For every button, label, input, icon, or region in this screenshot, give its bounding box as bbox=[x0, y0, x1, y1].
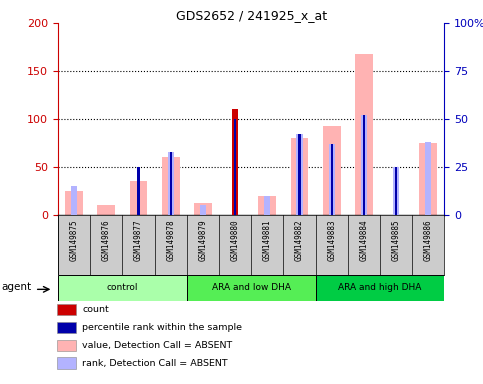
Text: GSM149885: GSM149885 bbox=[392, 220, 400, 262]
Bar bbox=[98, 205, 115, 215]
Bar bbox=[57, 339, 76, 351]
Text: ARA and high DHA: ARA and high DHA bbox=[338, 283, 422, 293]
Bar bbox=[297, 134, 302, 215]
Bar bbox=[162, 157, 180, 215]
Bar bbox=[170, 152, 172, 215]
Text: GSM149877: GSM149877 bbox=[134, 220, 143, 262]
Text: ARA and low DHA: ARA and low DHA bbox=[212, 283, 291, 293]
Bar bbox=[298, 134, 300, 215]
Bar bbox=[234, 119, 236, 215]
Bar bbox=[200, 205, 206, 215]
Text: GSM149884: GSM149884 bbox=[359, 220, 369, 262]
Bar bbox=[291, 138, 308, 215]
Bar bbox=[355, 54, 373, 215]
Text: GSM149883: GSM149883 bbox=[327, 220, 336, 262]
Text: GSM149878: GSM149878 bbox=[166, 220, 175, 262]
Text: value, Detection Call = ABSENT: value, Detection Call = ABSENT bbox=[82, 341, 232, 350]
Text: GSM149876: GSM149876 bbox=[102, 220, 111, 262]
Text: GSM149880: GSM149880 bbox=[230, 220, 240, 262]
Bar bbox=[328, 144, 335, 215]
Bar bbox=[395, 167, 397, 215]
Bar bbox=[65, 191, 83, 215]
Bar bbox=[330, 144, 333, 215]
Bar bbox=[57, 322, 76, 333]
Bar bbox=[361, 115, 367, 215]
Text: GSM149881: GSM149881 bbox=[263, 220, 272, 262]
Bar bbox=[393, 167, 399, 215]
Bar bbox=[57, 358, 76, 369]
Text: control: control bbox=[107, 283, 138, 293]
Bar bbox=[258, 196, 276, 215]
Text: GSM149886: GSM149886 bbox=[424, 220, 433, 262]
Text: count: count bbox=[82, 305, 109, 314]
Bar bbox=[58, 275, 187, 301]
Text: agent: agent bbox=[1, 281, 31, 292]
Bar bbox=[71, 186, 77, 215]
Text: GSM149879: GSM149879 bbox=[199, 220, 207, 262]
Bar bbox=[57, 304, 76, 316]
Title: GDS2652 / 241925_x_at: GDS2652 / 241925_x_at bbox=[176, 9, 327, 22]
Bar bbox=[264, 196, 270, 215]
Bar bbox=[419, 143, 437, 215]
Bar bbox=[187, 275, 315, 301]
Bar bbox=[363, 115, 365, 215]
Text: GSM149875: GSM149875 bbox=[70, 220, 79, 262]
Bar bbox=[425, 142, 431, 215]
Bar bbox=[137, 167, 140, 215]
Bar bbox=[194, 203, 212, 215]
Bar bbox=[315, 275, 444, 301]
Bar bbox=[168, 152, 174, 215]
Text: rank, Detection Call = ABSENT: rank, Detection Call = ABSENT bbox=[82, 359, 228, 367]
Text: GSM149882: GSM149882 bbox=[295, 220, 304, 262]
Bar bbox=[323, 126, 341, 215]
Bar bbox=[129, 182, 147, 215]
Text: percentile rank within the sample: percentile rank within the sample bbox=[82, 323, 242, 332]
Bar bbox=[232, 109, 238, 215]
